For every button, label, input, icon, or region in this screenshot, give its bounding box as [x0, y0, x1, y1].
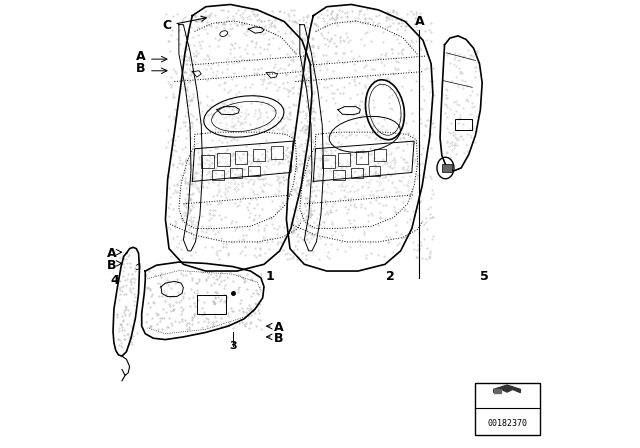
Text: A: A: [107, 246, 117, 260]
Text: 4: 4: [111, 275, 119, 288]
Bar: [196, 295, 226, 314]
Polygon shape: [493, 389, 501, 392]
Text: 1: 1: [266, 270, 274, 283]
Polygon shape: [493, 385, 520, 392]
Text: 00182370: 00182370: [487, 419, 527, 428]
Text: A: A: [415, 15, 424, 28]
Text: B: B: [275, 332, 284, 345]
Text: C: C: [163, 16, 206, 32]
Bar: [442, 164, 452, 172]
Bar: [455, 119, 472, 130]
Text: A: A: [136, 49, 146, 63]
Text: 3: 3: [229, 341, 236, 351]
Text: 2: 2: [387, 270, 395, 283]
Text: 5: 5: [481, 270, 489, 283]
Text: B: B: [107, 258, 116, 272]
Bar: [474, 383, 540, 435]
Text: B: B: [136, 61, 146, 75]
Text: A: A: [275, 320, 284, 334]
